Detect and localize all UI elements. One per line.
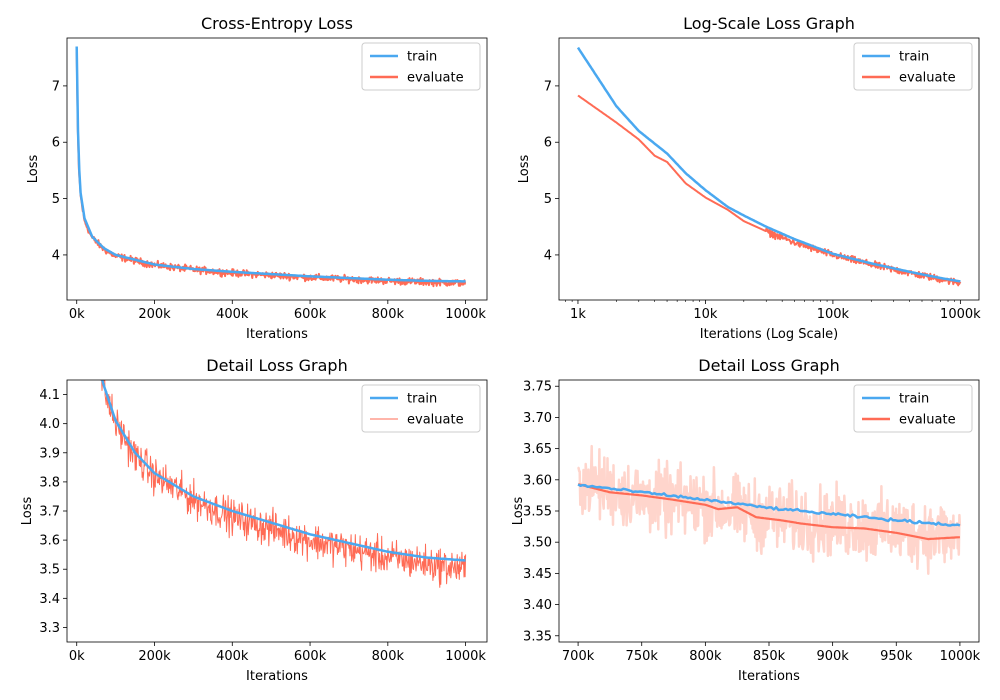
x-tick-label: 950k [880, 649, 913, 664]
y-tick-label: 3.75 [523, 380, 552, 395]
y-tick-label: 3.45 [523, 567, 552, 582]
x-tick-label: 200k [138, 649, 171, 664]
x-axis-label: Iterations [246, 669, 308, 684]
x-tick-label: 600k [294, 307, 327, 322]
legend: train evaluate [853, 384, 973, 433]
series-train [75, 46, 466, 283]
series-evaluate [99, 380, 467, 588]
x-tick-label: 100k [817, 307, 850, 322]
legend-label-train: train [899, 50, 929, 65]
chart-title: Detail Loss Graph [206, 356, 347, 375]
x-tick-label: 1k [570, 307, 586, 322]
y-tick-label: 3.8 [39, 475, 60, 490]
y-tick-label: 6 [544, 136, 552, 151]
y-tick-label: 3.40 [523, 598, 552, 613]
y-tick-label: 3.60 [523, 473, 552, 488]
x-axis-label: Iterations (Log Scale) [700, 327, 839, 342]
y-tick-label: 3.65 [523, 442, 552, 457]
chart-title: Cross-Entropy Loss [201, 14, 353, 33]
x-tick-label: 750k [626, 649, 659, 664]
series-group [576, 46, 962, 287]
y-tick-label: 3.4 [39, 592, 60, 607]
x-tick-label: 800k [689, 649, 722, 664]
x-tick-label: 1000k [445, 649, 486, 664]
legend-label-train: train [407, 392, 437, 407]
y-tick-label: 5 [52, 192, 60, 207]
chart-title: Log-Scale Loss Graph [683, 14, 855, 33]
panel-p2: Log-Scale Loss Graph 1k 10k 100k 1000k 4 5 6 7 It… [517, 14, 981, 342]
series-train [577, 483, 961, 527]
x-tick-label: 800k [372, 307, 405, 322]
series-train [576, 46, 961, 283]
series-evaluate [577, 94, 962, 287]
x-axis-label: Iterations [738, 669, 800, 684]
y-tick-label: 4.1 [39, 388, 60, 403]
series-group [577, 444, 962, 575]
axes-frame [558, 37, 980, 301]
panel-p3: Detail Loss Graph 0k 200k 400k 600k 800k 1000k… [20, 356, 488, 684]
series-group [75, 46, 467, 288]
y-tick-label: 3.70 [523, 411, 552, 426]
x-tick-label: 800k [372, 649, 405, 664]
panel-p4: Detail Loss Graph 700k 750k 800k 850k 900k 950… [511, 356, 981, 684]
x-tick-label: 850k [753, 649, 786, 664]
series-train [100, 380, 466, 562]
legend-label-train: train [899, 392, 929, 407]
y-axis-label: Loss [511, 497, 526, 526]
y-tick-label: 3.9 [39, 446, 60, 461]
series-evaluate [577, 483, 960, 541]
legend-label-evaluate: evaluate [407, 71, 464, 86]
x-axis-label: Iterations [246, 327, 308, 342]
x-tick-label: 400k [216, 649, 249, 664]
x-tick-label: 0k [69, 307, 85, 322]
y-tick-label: 3.7 [39, 505, 60, 520]
legend-label-evaluate: evaluate [899, 71, 956, 86]
panel-p1: Cross-Entropy Loss 0k 200k 400k 600k 800k 1000… [26, 14, 488, 342]
x-tick-label: 1000k [940, 307, 981, 322]
x-tick-label: 900k [816, 649, 849, 664]
x-tick-label: 1000k [940, 649, 981, 664]
series-group [99, 380, 467, 588]
series-evaluate [75, 51, 467, 288]
x-tick-label: 200k [138, 307, 171, 322]
y-axis-label: Loss [517, 155, 532, 184]
y-tick-label: 6 [52, 136, 60, 151]
series-evaluate_raw [577, 444, 962, 575]
x-tick-label: 700k [562, 649, 595, 664]
x-tick-label: 0k [69, 649, 85, 664]
y-axis-label: Loss [20, 497, 35, 526]
y-tick-label: 7 [52, 79, 60, 94]
y-tick-label: 3.55 [523, 505, 552, 520]
x-tick-label: 1000k [445, 307, 486, 322]
y-tick-label: 3.6 [39, 534, 60, 549]
y-axis-label: Loss [26, 155, 41, 184]
y-tick-label: 3.5 [39, 563, 60, 578]
chart-title: Detail Loss Graph [698, 356, 839, 375]
y-tick-label: 4 [52, 248, 60, 263]
y-tick-label: 3.35 [523, 629, 552, 644]
y-tick-label: 5 [544, 192, 552, 207]
y-tick-label: 3.50 [523, 536, 552, 551]
legend: train evaluate [361, 42, 481, 91]
x-tick-label: 400k [216, 307, 249, 322]
x-tick-label: 600k [294, 649, 327, 664]
legend-label-train: train [407, 50, 437, 65]
legend: train evaluate [853, 42, 973, 91]
y-tick-label: 4.0 [39, 417, 60, 432]
legend-label-evaluate: evaluate [899, 413, 956, 428]
y-tick-label: 3.3 [39, 621, 60, 636]
legend: train evaluate [361, 384, 481, 433]
axes-frame [66, 37, 488, 301]
x-tick-label: 10k [693, 307, 718, 322]
y-tick-label: 4 [544, 248, 552, 263]
y-tick-label: 7 [544, 79, 552, 94]
legend-label-evaluate: evaluate [407, 413, 464, 428]
